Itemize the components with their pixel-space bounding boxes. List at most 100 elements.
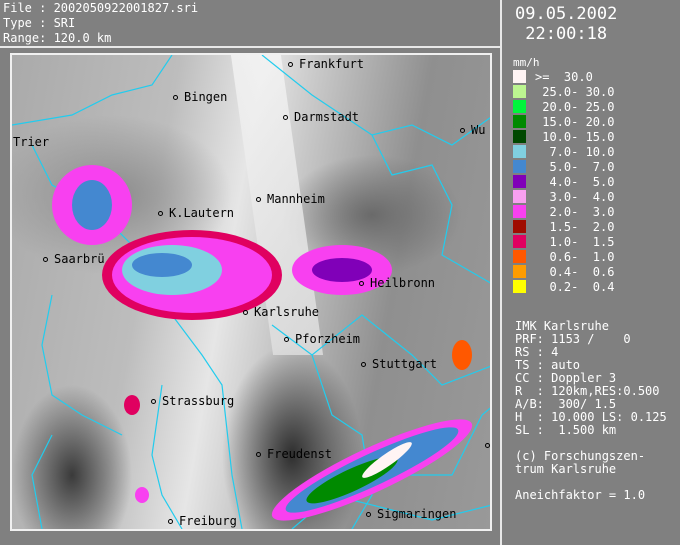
city-label: K.Lautern — [158, 207, 234, 220]
legend-swatch — [513, 190, 526, 203]
city-name: Freiburg — [179, 514, 237, 528]
city-dot-icon — [173, 95, 178, 100]
city-dot-icon — [361, 362, 366, 367]
legend-label: 20.0- 25.0 — [535, 99, 615, 114]
city-name: Mannheim — [267, 192, 325, 206]
city-dot-icon — [460, 128, 465, 133]
legend-swatch — [513, 280, 526, 293]
radar-echoes — [52, 165, 473, 521]
legend-item: 4.0- 5.0 — [513, 174, 614, 189]
legend-label: 1.0- 1.5 — [535, 234, 615, 249]
legend-swatch — [513, 160, 526, 173]
info-line: A/B: 300/ 1.5 — [515, 397, 617, 411]
city-label: Bingen — [173, 91, 227, 104]
info-line: RS : 4 — [515, 345, 559, 359]
info-line: IMK Karlsruhe — [515, 319, 609, 333]
city-name: Trier — [13, 135, 50, 149]
info-line: CC : Doppler 3 — [515, 371, 617, 385]
datetime: 09.05.2002 22:00:18 — [515, 4, 617, 44]
legend-label: 0.2- 0.4 — [535, 279, 615, 294]
legend-label: 4.0- 5.0 — [535, 174, 615, 189]
legend-item: 7.0- 10.0 — [513, 144, 614, 159]
echo — [362, 442, 412, 478]
legend-swatch — [513, 70, 526, 83]
info-line: TS : auto — [515, 358, 581, 372]
city-dot-icon — [43, 257, 48, 262]
divider — [500, 0, 502, 545]
city-label: Pforzheim — [284, 333, 360, 346]
legend-label: 15.0- 20.0 — [535, 114, 615, 129]
city-name: Strassburg — [162, 394, 235, 408]
city-label: Frankfurt — [288, 58, 364, 71]
city-dot-icon — [359, 281, 364, 286]
legend-label: 3.0- 4.0 — [535, 189, 615, 204]
city-dot-icon — [151, 399, 156, 404]
header-file: File : 2002050922001827.sri — [3, 1, 199, 15]
city-label: Strassburg — [151, 395, 234, 408]
legend-swatch — [513, 220, 526, 233]
legend-label: 7.0- 10.0 — [535, 144, 615, 159]
legend-swatch — [513, 130, 526, 143]
city-dot-icon — [283, 115, 288, 120]
city-dot-icon — [256, 197, 261, 202]
legend-item: 10.0- 15.0 — [513, 129, 614, 144]
legend-item: >= 30.0 — [513, 69, 593, 84]
info-line: PRF: 1153 / 0 — [515, 332, 631, 346]
city-label — [485, 439, 490, 452]
city-dot-icon — [288, 62, 293, 67]
info-line: R : 120km,RES:0.500 — [515, 384, 660, 398]
city-label: Freudenst — [256, 448, 332, 461]
legend-label: 25.0- 30.0 — [535, 84, 615, 99]
city-label: Trier — [13, 136, 49, 149]
echo — [124, 395, 140, 415]
legend-unit: mm/h — [513, 56, 540, 69]
legend-item: 15.0- 20.0 — [513, 114, 614, 129]
echo — [312, 258, 372, 282]
radar-map[interactable]: Frankfurt Bingen Darmstadt Wu Trier K.La… — [10, 53, 492, 531]
city-name: Bingen — [184, 90, 228, 104]
echo — [132, 253, 192, 277]
legend-item: 25.0- 30.0 — [513, 84, 614, 99]
radar-info: IMK Karlsruhe PRF: 1153 / 0 RS : 4 TS : aut… — [515, 320, 667, 502]
city-dot-icon — [158, 211, 163, 216]
legend-swatch — [513, 250, 526, 263]
echo — [135, 487, 149, 503]
city-label: Mannheim — [256, 193, 325, 206]
map-overlay — [12, 55, 490, 529]
legend-swatch — [513, 265, 526, 278]
legend-label: 10.0- 15.0 — [535, 129, 615, 144]
legend-label: 1.5- 2.0 — [535, 219, 615, 234]
legend-item: 0.6- 1.0 — [513, 249, 614, 264]
echo — [72, 180, 112, 230]
city-label: Stuttgart — [361, 358, 437, 371]
city-dot-icon — [366, 512, 371, 517]
city-name: K.Lautern — [169, 206, 235, 220]
legend-item: 20.0- 25.0 — [513, 99, 614, 114]
legend-swatch — [513, 85, 526, 98]
legend-label: 0.6- 1.0 — [535, 249, 615, 264]
city-dot-icon — [485, 443, 490, 448]
city-dot-icon — [284, 337, 289, 342]
info-line: H : 10.000 LS: 0.125 — [515, 410, 667, 424]
city-name: Freudenst — [267, 447, 333, 461]
city-name: Frankfurt — [299, 57, 365, 71]
city-label: Sigmaringen — [366, 508, 456, 521]
city-label: Freiburg — [168, 515, 237, 528]
time: 22:00:18 — [515, 24, 608, 44]
info-line: trum Karlsruhe — [515, 462, 617, 476]
legend-swatch — [513, 235, 526, 248]
city-name: Sigmaringen — [377, 507, 457, 521]
city-name: Wu — [471, 123, 486, 137]
header-type: Type : SRI — [3, 16, 76, 30]
city-name: Darmstadt — [294, 110, 360, 124]
divider — [0, 46, 500, 48]
info-line: (c) Forschungszen- — [515, 449, 646, 463]
legend-item: 1.0- 1.5 — [513, 234, 614, 249]
city-name: Karlsruhe — [254, 305, 320, 319]
legend-item: 3.0- 4.0 — [513, 189, 614, 204]
city-label: Heilbronn — [359, 277, 435, 290]
echo — [452, 340, 472, 370]
legend-label: >= 30.0 — [535, 69, 593, 84]
date: 09.05.2002 — [515, 4, 618, 24]
city-label: Wu — [460, 124, 485, 137]
